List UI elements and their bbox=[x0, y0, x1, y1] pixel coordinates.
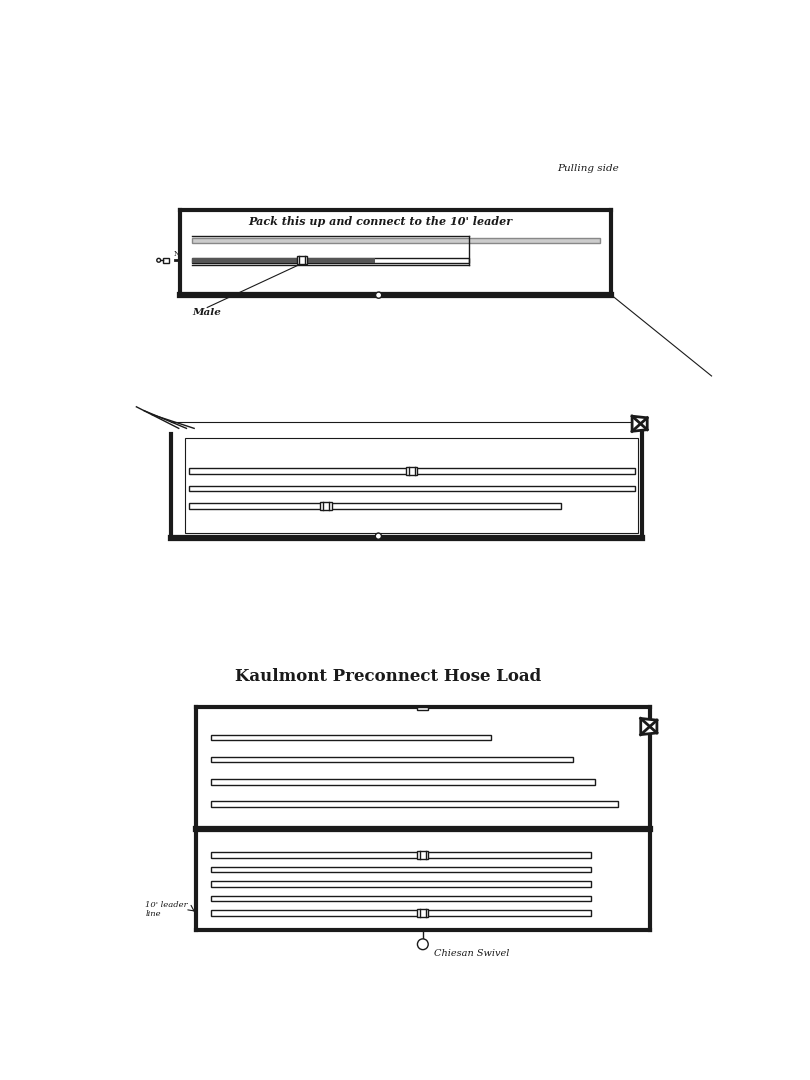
Bar bbox=[211, 910, 591, 916]
Bar bbox=[321, 502, 332, 511]
Text: 10' leader
line: 10' leader line bbox=[145, 901, 188, 918]
Bar bbox=[189, 468, 634, 474]
Text: N: N bbox=[173, 249, 180, 258]
Circle shape bbox=[417, 939, 428, 949]
Bar bbox=[211, 757, 573, 762]
Bar bbox=[192, 257, 376, 262]
Bar bbox=[211, 779, 595, 784]
Text: Pack this up and connect to the 10' leader: Pack this up and connect to the 10' lead… bbox=[249, 216, 513, 227]
Text: Male: Male bbox=[193, 308, 222, 316]
Bar bbox=[192, 257, 469, 262]
Bar bbox=[211, 852, 591, 858]
Text: Kaulmont Preconnect Hose Load: Kaulmont Preconnect Hose Load bbox=[235, 667, 541, 685]
Bar bbox=[417, 707, 428, 711]
Bar bbox=[189, 486, 634, 491]
Bar bbox=[189, 503, 561, 509]
Bar bbox=[211, 867, 591, 873]
Text: Pulling side: Pulling side bbox=[557, 163, 620, 173]
Bar bbox=[211, 896, 591, 902]
Text: Chiesan Swivel: Chiesan Swivel bbox=[434, 949, 509, 958]
Bar bbox=[164, 258, 168, 262]
Circle shape bbox=[157, 258, 160, 262]
Polygon shape bbox=[641, 718, 657, 734]
Bar bbox=[185, 437, 638, 534]
Polygon shape bbox=[632, 416, 647, 431]
Bar bbox=[211, 801, 618, 807]
Bar bbox=[192, 238, 600, 243]
Circle shape bbox=[375, 534, 382, 539]
Circle shape bbox=[376, 292, 382, 298]
Bar bbox=[417, 909, 428, 917]
Bar bbox=[417, 851, 428, 859]
Bar bbox=[211, 734, 491, 740]
Bar bbox=[211, 881, 591, 887]
Bar bbox=[406, 467, 417, 475]
Bar bbox=[296, 256, 308, 265]
